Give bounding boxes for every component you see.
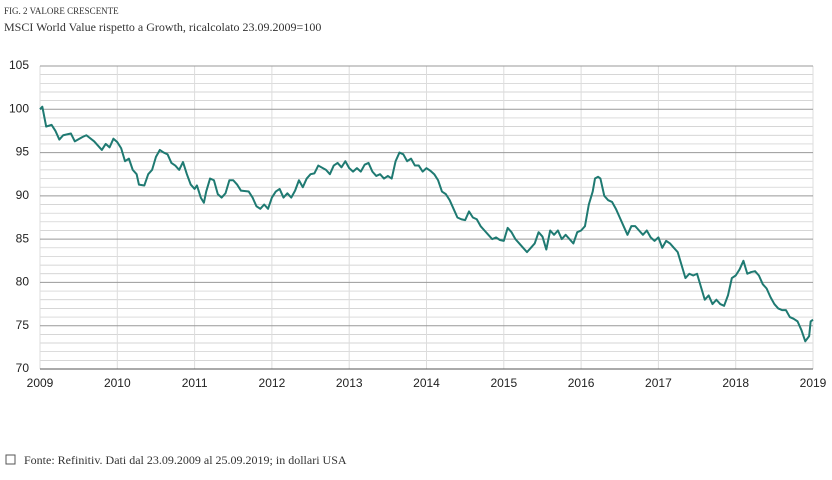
x-tick-label: 2018 (722, 376, 749, 390)
line-series (39, 105, 814, 343)
y-tick-label: 95 (16, 145, 30, 159)
chart-source: Fonte: Refinitiv. Dati dal 23.09.2009 al… (24, 453, 347, 467)
x-tick-label: 2009 (27, 376, 54, 390)
y-tick-label: 100 (9, 101, 29, 115)
x-tick-label: 2013 (336, 376, 363, 390)
x-tick-label: 2016 (568, 376, 595, 390)
x-tick-label: 2014 (413, 376, 440, 390)
x-tick-label: 2010 (104, 376, 131, 390)
x-tick-label: 2019 (800, 376, 827, 390)
x-tick-label: 2011 (182, 376, 208, 390)
y-tick-label: 90 (16, 188, 30, 202)
y-tick-label: 85 (16, 231, 30, 245)
y-tick-label: 80 (16, 275, 30, 289)
y-tick-label: 70 (16, 361, 30, 375)
source-icon (5, 454, 16, 465)
x-tick-label: 2012 (259, 376, 286, 390)
x-tick-label: 2015 (490, 376, 517, 390)
y-tick-label: 75 (16, 318, 30, 332)
y-tick-label: 105 (9, 58, 29, 72)
chart-title: MSCI World Value rispetto a Growth, rica… (4, 20, 321, 34)
chart-kicker: FIG. 2 VALORE CRESCENTE (4, 6, 119, 16)
x-tick-label: 2017 (645, 376, 672, 390)
